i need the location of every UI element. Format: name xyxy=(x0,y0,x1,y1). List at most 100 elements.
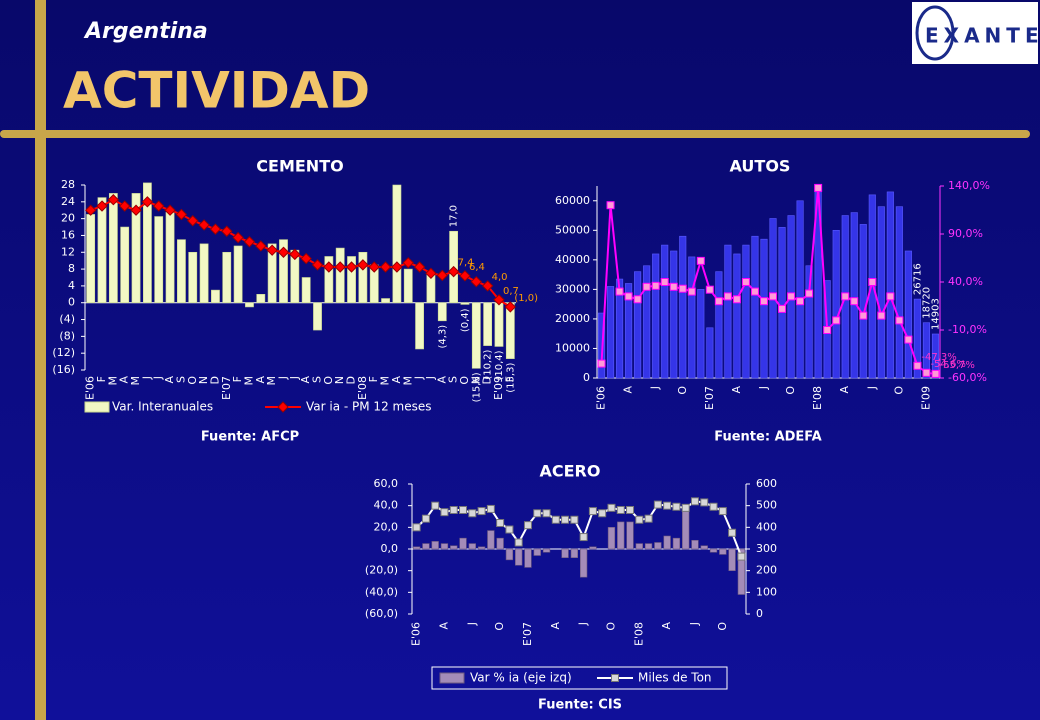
legend-marker xyxy=(277,401,289,413)
bar xyxy=(460,302,470,305)
marker xyxy=(440,508,449,517)
marker xyxy=(660,278,669,286)
x-tick-label: F xyxy=(367,376,380,382)
bar xyxy=(437,302,447,322)
marker xyxy=(391,261,403,273)
marker xyxy=(221,225,233,237)
marker xyxy=(850,297,859,306)
marker xyxy=(633,295,642,304)
x-tick-label: S xyxy=(174,376,187,383)
y2-tick-label: 90,0% xyxy=(948,227,983,240)
marker xyxy=(718,507,727,516)
x-tick-label: A xyxy=(163,376,176,384)
y-tick-label: (8) xyxy=(59,329,75,342)
y-tick-label: 12 xyxy=(61,245,75,258)
x-tick-label: O xyxy=(784,386,797,395)
line-value-label: 6,4 xyxy=(469,262,485,273)
marker xyxy=(687,287,696,296)
marker xyxy=(700,498,709,507)
bar xyxy=(634,271,642,379)
line-value-label: -55,7% xyxy=(939,360,974,371)
marker xyxy=(787,292,796,301)
marker xyxy=(737,552,746,561)
line-value-label: (1,0) xyxy=(514,293,538,304)
marker xyxy=(714,297,723,306)
marker xyxy=(468,509,477,518)
x-tick-label: M xyxy=(129,376,142,386)
bar xyxy=(313,302,322,331)
bar xyxy=(256,294,266,304)
x-tick-label: O xyxy=(186,376,199,385)
marker xyxy=(728,528,737,537)
marker xyxy=(705,285,714,294)
y2-tick-label: 0 xyxy=(756,607,763,620)
bar xyxy=(895,206,903,379)
y-tick-label: 30000 xyxy=(555,282,590,295)
marker xyxy=(709,502,718,511)
bar xyxy=(922,322,931,379)
y2-tick-label: 140,0% xyxy=(948,179,990,192)
marker xyxy=(486,504,495,513)
legend-label: Var ia - PM 12 meses xyxy=(306,400,431,414)
x-tick-label: J xyxy=(757,386,770,390)
bar xyxy=(778,227,786,379)
bar xyxy=(589,546,597,550)
bar xyxy=(672,537,681,550)
bar xyxy=(886,191,894,379)
marker xyxy=(624,292,633,301)
x-tick-label: S xyxy=(447,376,460,383)
bar xyxy=(496,537,504,550)
marker xyxy=(496,519,505,527)
marker xyxy=(588,507,597,516)
x-tick-label: J xyxy=(865,386,878,390)
x-tick-label: M xyxy=(106,376,119,386)
bar xyxy=(431,541,439,550)
marker xyxy=(84,204,97,216)
marker xyxy=(814,183,823,192)
marker xyxy=(357,259,369,271)
x-tick-label: M xyxy=(242,376,255,386)
marker xyxy=(904,335,913,344)
y-tick-label: (16) xyxy=(52,363,75,376)
y2-tick-label: 200 xyxy=(756,564,777,577)
x-tick-label: A xyxy=(299,376,312,384)
marker xyxy=(642,282,651,291)
bar xyxy=(597,312,606,379)
bar xyxy=(415,302,424,350)
marker xyxy=(402,257,414,269)
marker xyxy=(823,326,832,334)
marker xyxy=(504,301,517,313)
marker xyxy=(412,523,421,532)
bar xyxy=(904,250,912,379)
bar-value-label: 18720 xyxy=(921,287,932,319)
gold-bar xyxy=(35,0,46,720)
x-tick-label: E'07 xyxy=(703,386,716,410)
bar xyxy=(142,182,152,304)
bar xyxy=(737,548,746,595)
x-tick-label: E'08 xyxy=(811,386,824,410)
x-tick-label: F xyxy=(503,376,516,382)
marker xyxy=(255,240,267,252)
marker xyxy=(778,304,787,313)
x-tick-label: O xyxy=(892,386,905,395)
x-tick-label: M xyxy=(265,376,278,386)
y-tick-label: (4) xyxy=(59,313,75,326)
bar xyxy=(706,327,714,379)
marker xyxy=(681,503,690,512)
bar xyxy=(700,545,708,550)
marker xyxy=(616,506,625,514)
marker xyxy=(570,515,579,524)
source: Fuente: CIS xyxy=(538,698,622,713)
x-tick-label: D xyxy=(345,376,358,384)
x-tick-label: A xyxy=(437,622,450,630)
bar xyxy=(459,537,467,550)
page-title: ACTIVIDAD xyxy=(63,62,370,120)
marker xyxy=(769,292,778,301)
bar xyxy=(742,244,750,379)
bar xyxy=(450,545,458,550)
marker xyxy=(334,261,346,273)
x-tick-label: E'06 xyxy=(84,376,97,400)
bar xyxy=(654,542,662,550)
bar xyxy=(724,244,732,379)
